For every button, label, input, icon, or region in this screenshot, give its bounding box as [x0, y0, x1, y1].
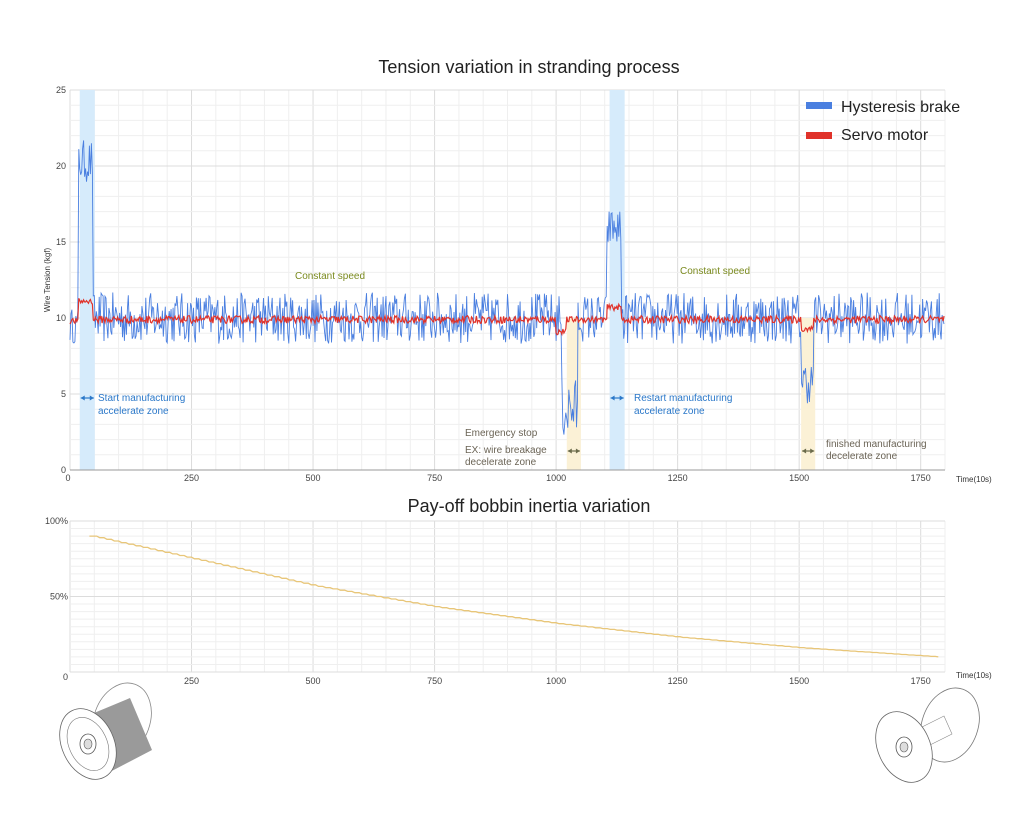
y-tick-label: 100%	[45, 516, 68, 526]
series-line-inertia	[89, 535, 939, 658]
zones	[79, 90, 816, 470]
x-axis-label-2: Time(10s)	[956, 671, 992, 680]
x-tick-label: 500	[306, 473, 321, 483]
annotations: Constant speed Constant speed Start manu…	[98, 266, 927, 468]
y-tick-label: 0	[61, 465, 66, 475]
series-line-hysteresis-brake	[69, 140, 945, 435]
zone-band	[79, 90, 95, 470]
y-tick-label: 0	[63, 672, 68, 682]
annotation-constant-speed-1: Constant speed	[295, 271, 365, 282]
arrowhead-icon	[80, 395, 94, 401]
arrowhead-icon	[567, 448, 580, 454]
empty-bobbin-icon	[875, 687, 980, 783]
legend-label-hysteresis: Hysteresis brake	[841, 99, 960, 116]
x-tick-label: 500	[306, 676, 321, 686]
annotation-emergency: Emergency stop	[465, 428, 538, 439]
annotation-start-2: accelerate zone	[98, 406, 169, 417]
x-tick-label: 750	[427, 676, 442, 686]
annotation-start: Start manufacturing	[98, 393, 185, 404]
legend: Hysteresis brake Servo motor	[806, 99, 960, 144]
full-bobbin-icon	[59, 682, 152, 780]
annotation-constant-speed-2: Constant speed	[680, 266, 750, 277]
x-tick-label: 1000	[546, 473, 566, 483]
legend-swatch-servo	[806, 132, 832, 139]
arrowhead-icon	[610, 395, 624, 401]
x-tick-label: 1500	[789, 676, 809, 686]
inertia-chart-title: Pay-off bobbin inertia variation	[408, 496, 651, 516]
x-tick-label: 1000	[546, 676, 566, 686]
y-axis-label: Wire Tension (kgf)	[43, 248, 52, 313]
y-tick-label: 20	[56, 161, 66, 171]
annotation-emergency-3: decelerate zone	[465, 457, 537, 468]
x-tick-label: 1500	[789, 473, 809, 483]
series-line-servo-motor	[69, 298, 945, 337]
x-tick-label: 1750	[911, 473, 931, 483]
arrowhead-icon	[802, 448, 815, 454]
inertia-grid	[69, 520, 946, 673]
annotation-restart: Restart manufacturing	[634, 393, 732, 404]
legend-swatch-hysteresis	[806, 102, 832, 109]
annotation-finished-2: decelerate zone	[826, 451, 898, 462]
x-tick-label: 1750	[911, 676, 931, 686]
zone-band	[609, 90, 625, 470]
y-tick-label: 5	[61, 389, 66, 399]
legend-label-servo: Servo motor	[841, 127, 929, 144]
annotation-finished: finished manufacturing	[826, 439, 927, 450]
tension-axes: 0 250 500 750 1000 1250 1500 1750 0 5 10 15 20 25	[56, 85, 945, 483]
tension-chart-title: Tension variation in stranding process	[378, 57, 679, 77]
y-tick-label: 15	[56, 237, 66, 247]
x-tick-label: 1250	[668, 473, 688, 483]
annotation-restart-2: accelerate zone	[634, 406, 705, 417]
x-axis-label: Time(10s)	[956, 475, 992, 484]
x-tick-label: 250	[184, 676, 199, 686]
x-tick-label: 0	[65, 473, 70, 483]
x-tick-label: 250	[184, 473, 199, 483]
y-tick-label: 10	[56, 313, 66, 323]
inertia-axes: 250 500 750 1000 1250 1500 1750 0 50% 100%	[45, 516, 945, 686]
x-tick-label: 750	[427, 473, 442, 483]
inertia-series	[89, 535, 939, 658]
x-tick-label: 1250	[668, 676, 688, 686]
y-tick-label: 50%	[50, 592, 68, 602]
annotation-emergency-2: EX: wire breakage	[465, 445, 547, 456]
y-tick-label: 25	[56, 85, 66, 95]
tension-series	[69, 140, 945, 435]
